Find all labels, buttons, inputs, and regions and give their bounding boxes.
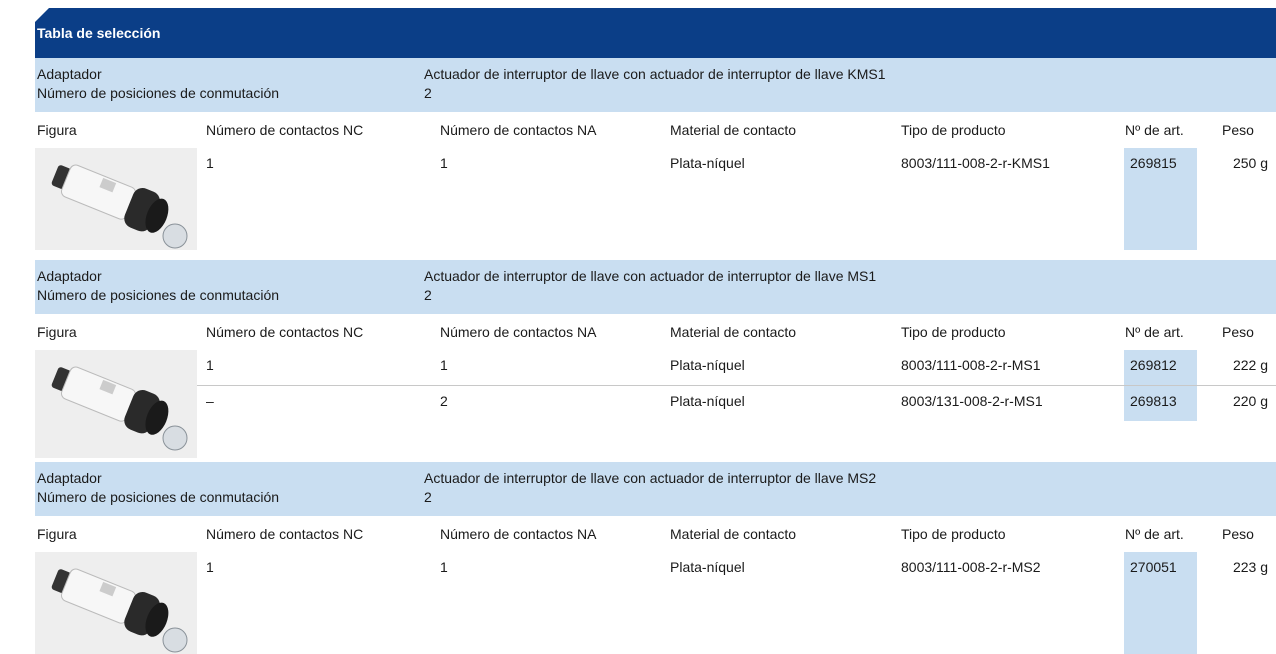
- cell: 8003/111-008-2-r-KMS1: [901, 155, 1050, 171]
- art-cell-bg: [1124, 350, 1197, 385]
- column-header: Material de contacto: [670, 526, 797, 542]
- positions-value: 2: [424, 489, 432, 505]
- column-header: Material de contacto: [670, 122, 797, 138]
- row-divider: [197, 385, 1276, 386]
- adapter-label: Adaptador: [37, 66, 102, 82]
- positions-label: Número de posiciones de conmutación: [37, 287, 280, 303]
- column-header: Número de contactos NC: [206, 526, 364, 542]
- cell: 269812: [1130, 357, 1177, 373]
- cell: 222 g: [1232, 357, 1268, 373]
- cell: 250 g: [1232, 155, 1268, 171]
- column-header: Número de contactos NA: [440, 526, 597, 542]
- section-band: [35, 260, 1276, 314]
- table-title: Tabla de selección: [37, 25, 161, 41]
- art-cell-bg: [1124, 552, 1197, 654]
- column-header: Nº de art.: [1125, 122, 1184, 138]
- cell: 8003/111-008-2-r-MS2: [901, 559, 1041, 575]
- column-header: Tipo de producto: [901, 122, 1006, 138]
- cell: Plata-níquel: [670, 155, 745, 171]
- adapter-label: Adaptador: [37, 268, 102, 284]
- product-image: [35, 350, 197, 458]
- column-header: Material de contacto: [670, 324, 797, 340]
- column-header: Peso: [1222, 526, 1254, 542]
- cell: 1: [440, 357, 448, 373]
- cell: 270051: [1130, 559, 1177, 575]
- column-header: Tipo de producto: [901, 324, 1006, 340]
- column-header: Número de contactos NA: [440, 324, 597, 340]
- cell: 1: [206, 357, 214, 373]
- cell: Plata-níquel: [670, 559, 745, 575]
- column-header: Figura: [37, 324, 77, 340]
- cell: 1: [440, 559, 448, 575]
- cell: 1: [206, 559, 214, 575]
- column-header: Figura: [37, 526, 77, 542]
- art-cell-bg: [1124, 148, 1197, 250]
- adapter-value: Actuador de interruptor de llave con act…: [424, 268, 877, 284]
- adapter-label: Adaptador: [37, 470, 102, 486]
- cell: 269815: [1130, 155, 1177, 171]
- column-header: Peso: [1222, 122, 1254, 138]
- positions-value: 2: [424, 85, 432, 101]
- positions-label: Número de posiciones de conmutación: [37, 489, 280, 505]
- column-header: Número de contactos NC: [206, 122, 364, 138]
- column-header: Número de contactos NC: [206, 324, 364, 340]
- positions-value: 2: [424, 287, 432, 303]
- column-header: Peso: [1222, 324, 1254, 340]
- column-header: Tipo de producto: [901, 526, 1006, 542]
- cell: 2: [440, 393, 448, 409]
- cell: 8003/111-008-2-r-MS1: [901, 357, 1041, 373]
- header-bar: [35, 8, 1276, 58]
- adapter-value: Actuador de interruptor de llave con act…: [424, 66, 886, 82]
- column-header: Nº de art.: [1125, 526, 1184, 542]
- product-image: [35, 148, 197, 250]
- section-band: [35, 58, 1276, 112]
- cell: Plata-níquel: [670, 357, 745, 373]
- section-band: [35, 462, 1276, 516]
- positions-label: Número de posiciones de conmutación: [37, 85, 280, 101]
- cell: 269813: [1130, 393, 1177, 409]
- art-cell-bg: [1124, 386, 1197, 421]
- cell: 1: [440, 155, 448, 171]
- cell: 220 g: [1232, 393, 1268, 409]
- cell: 223 g: [1232, 559, 1268, 575]
- cell: 1: [206, 155, 214, 171]
- product-image: [35, 552, 197, 654]
- cell: –: [206, 393, 214, 409]
- column-header: Número de contactos NA: [440, 122, 597, 138]
- cell: Plata-níquel: [670, 393, 745, 409]
- column-header: Figura: [37, 122, 77, 138]
- cell: 8003/131-008-2-r-MS1: [901, 393, 1043, 409]
- adapter-value: Actuador de interruptor de llave con act…: [424, 470, 877, 486]
- column-header: Nº de art.: [1125, 324, 1184, 340]
